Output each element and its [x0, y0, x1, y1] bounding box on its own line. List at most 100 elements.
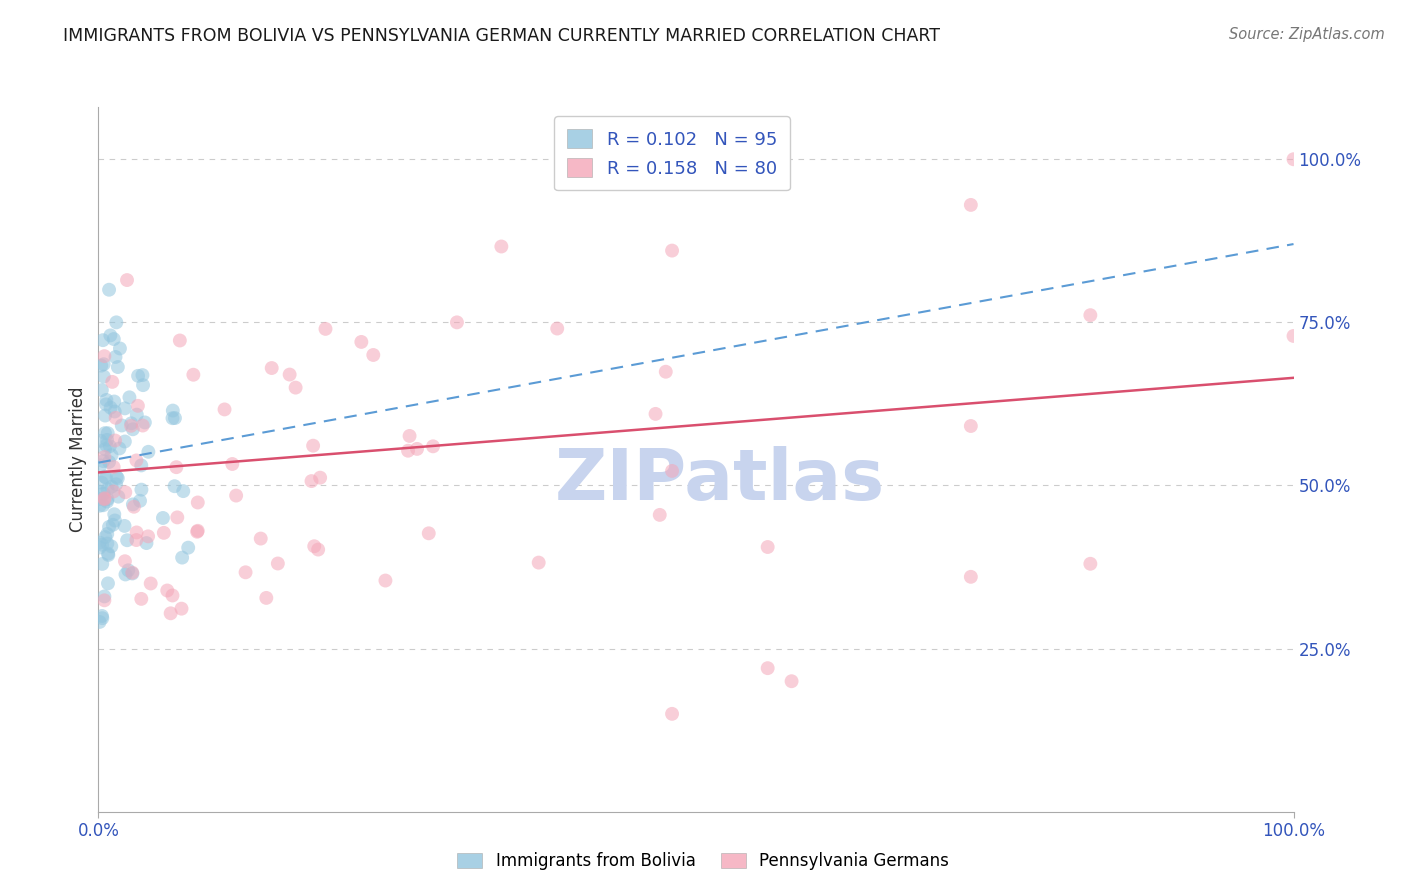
Point: [100, 448, 122, 462]
Point: [284, 381, 307, 395]
Point: [103, 460, 125, 475]
Point: [278, 368, 301, 382]
Point: [94, 442, 117, 457]
Point: [89, 535, 111, 549]
Point: [93, 590, 115, 604]
Point: [103, 484, 125, 499]
Point: [89, 484, 111, 499]
Point: [186, 524, 208, 539]
Point: [93, 450, 115, 464]
Point: [115, 273, 138, 287]
Text: ZIPatlas: ZIPatlas: [555, 446, 884, 515]
Point: [960, 198, 983, 212]
Point: [114, 401, 136, 416]
Point: [105, 315, 128, 329]
Point: [94, 471, 117, 485]
Point: [302, 539, 325, 553]
Point: [114, 567, 136, 582]
Point: [187, 495, 209, 509]
Point: [661, 464, 683, 478]
Point: [91, 609, 114, 624]
Point: [254, 591, 277, 605]
Point: [756, 540, 779, 554]
Point: [756, 661, 779, 675]
Point: [960, 570, 983, 584]
Point: [235, 566, 257, 580]
Point: [780, 674, 803, 689]
Point: [91, 611, 114, 625]
Point: [153, 525, 176, 540]
Point: [96, 527, 118, 541]
Text: IMMIGRANTS FROM BOLIVIA VS PENNSYLVANIA GERMAN CURRENTLY MARRIED CORRELATION CHA: IMMIGRANTS FROM BOLIVIA VS PENNSYLVANIA …: [63, 27, 941, 45]
Point: [127, 399, 149, 413]
Point: [101, 375, 124, 389]
Point: [96, 438, 118, 452]
Point: [267, 557, 290, 571]
Point: [89, 541, 111, 555]
Point: [301, 474, 323, 488]
Point: [89, 434, 111, 448]
Point: [103, 332, 125, 346]
Point: [129, 458, 152, 473]
Point: [491, 239, 513, 253]
Point: [97, 548, 120, 562]
Point: [125, 453, 148, 467]
Point: [315, 322, 337, 336]
Point: [163, 411, 186, 425]
Point: [249, 532, 271, 546]
Point: [91, 557, 114, 571]
Legend: R = 0.102   N = 95, R = 0.158   N = 80: R = 0.102 N = 95, R = 0.158 N = 80: [554, 116, 790, 190]
Point: [114, 485, 136, 500]
Point: [162, 589, 184, 603]
Point: [105, 477, 128, 491]
Point: [93, 593, 115, 607]
Point: [169, 334, 191, 348]
Point: [183, 368, 205, 382]
Point: [139, 576, 162, 591]
Point: [97, 426, 120, 441]
Point: [309, 471, 332, 485]
Point: [163, 479, 186, 493]
Point: [661, 244, 683, 258]
Point: [1080, 557, 1102, 571]
Point: [221, 457, 243, 471]
Point: [302, 439, 325, 453]
Point: [107, 359, 129, 374]
Point: [114, 554, 136, 568]
Point: [120, 417, 142, 431]
Legend: Immigrants from Bolivia, Pennsylvania Germans: Immigrants from Bolivia, Pennsylvania Ge…: [451, 846, 955, 877]
Point: [115, 533, 138, 548]
Point: [96, 433, 118, 447]
Point: [374, 574, 396, 588]
Point: [1080, 308, 1102, 322]
Point: [132, 418, 155, 433]
Point: [104, 434, 127, 448]
Point: [111, 418, 134, 433]
Point: [100, 540, 122, 554]
Point: [260, 361, 283, 376]
Point: [418, 526, 440, 541]
Point: [104, 404, 127, 418]
Point: [177, 541, 200, 555]
Point: [97, 482, 120, 496]
Point: [152, 511, 174, 525]
Point: [132, 378, 155, 392]
Point: [125, 525, 148, 540]
Point: [363, 348, 385, 362]
Point: [121, 566, 143, 581]
Point: [98, 520, 121, 534]
Point: [104, 410, 127, 425]
Point: [93, 369, 115, 384]
Point: [93, 357, 115, 371]
Point: [104, 350, 127, 364]
Point: [89, 491, 111, 506]
Point: [644, 407, 666, 421]
Point: [118, 390, 141, 404]
Point: [91, 454, 114, 468]
Point: [91, 538, 114, 552]
Point: [93, 349, 115, 363]
Point: [225, 489, 247, 503]
Point: [125, 408, 148, 422]
Point: [172, 550, 194, 565]
Point: [107, 471, 129, 485]
